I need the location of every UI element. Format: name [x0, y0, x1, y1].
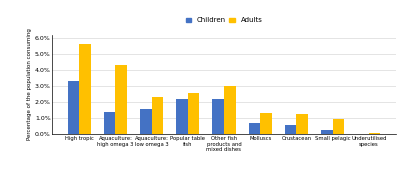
Bar: [332, 119, 344, 134]
Bar: [152, 97, 163, 134]
Bar: [104, 112, 116, 134]
Legend: Children, Adults: Children, Adults: [184, 16, 264, 25]
Bar: [212, 99, 224, 134]
Bar: [176, 99, 188, 134]
Bar: [369, 133, 380, 134]
Bar: [188, 93, 199, 134]
Bar: [116, 65, 127, 134]
Y-axis label: Percentage of the population consuming: Percentage of the population consuming: [27, 29, 32, 140]
Bar: [285, 125, 296, 134]
Bar: [140, 109, 152, 134]
Bar: [79, 44, 91, 134]
Bar: [296, 114, 308, 134]
Bar: [321, 130, 332, 134]
Bar: [224, 86, 236, 134]
Bar: [249, 123, 260, 134]
Bar: [68, 81, 79, 134]
Bar: [260, 113, 272, 134]
